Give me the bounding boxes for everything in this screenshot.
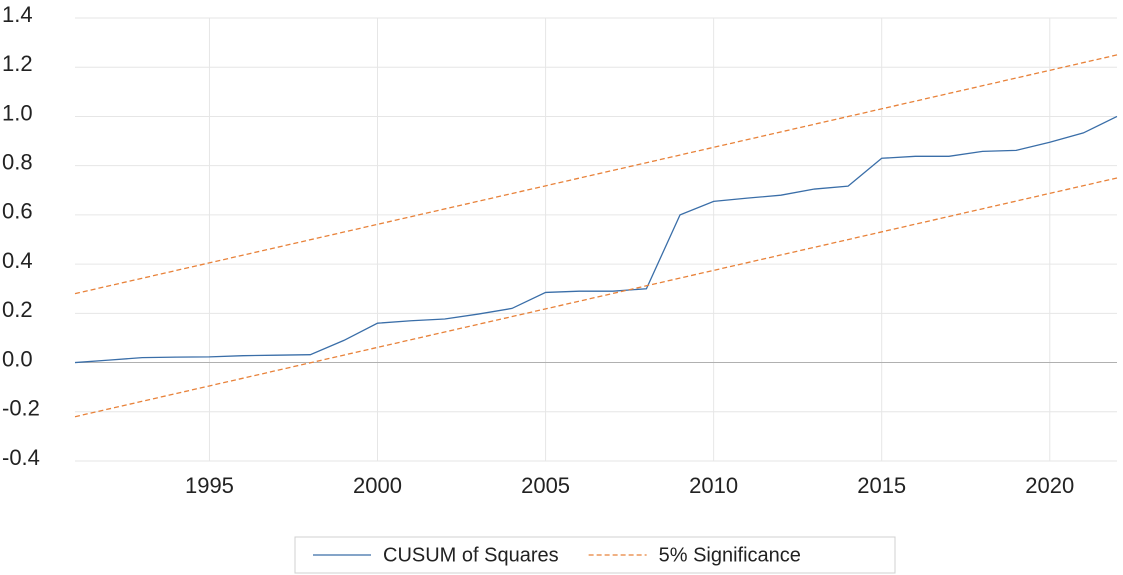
x-tick-label: 2010 [689, 473, 738, 498]
legend-label: CUSUM of Squares [383, 544, 559, 566]
x-tick-label: 1995 [185, 473, 234, 498]
legend-box [294, 536, 896, 574]
y-tick-label: 1.0 [2, 100, 33, 125]
x-tick-label: 2005 [521, 473, 570, 498]
x-tick-label: 2020 [1025, 473, 1074, 498]
y-tick-label: -0.4 [2, 445, 40, 470]
legend-label: 5% Significance [659, 544, 801, 566]
series-line [74, 177, 1118, 418]
y-tick-label: 0.2 [2, 297, 33, 322]
x-tick-label: 2015 [857, 473, 906, 498]
y-tick-label: 1.2 [2, 51, 33, 76]
y-tick-label: 0.0 [2, 346, 33, 371]
legend: CUSUM of Squares 5% Significance [294, 536, 896, 574]
series-line [74, 54, 1118, 295]
y-tick-label: 0.8 [2, 149, 33, 174]
y-tick-label: 1.4 [2, 2, 33, 27]
y-tick-label: -0.2 [2, 396, 40, 421]
series-line [74, 115, 1118, 364]
y-tick-label: 0.4 [2, 248, 33, 273]
y-tick-label: 0.6 [2, 199, 33, 224]
x-tick-label: 2000 [353, 473, 402, 498]
